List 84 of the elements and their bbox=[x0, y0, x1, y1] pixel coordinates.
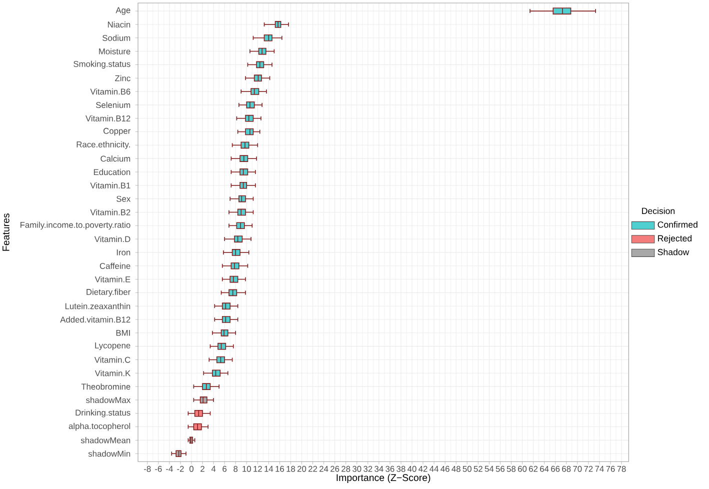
x-tick-label: 52 bbox=[474, 466, 482, 472]
x-tick-label: 50 bbox=[462, 466, 472, 472]
x-tick-label: 70 bbox=[573, 466, 582, 472]
y-tick-label: Zinc bbox=[115, 75, 130, 82]
y-tick-label: Age bbox=[116, 7, 130, 15]
y-tick-label: Caffeine bbox=[100, 262, 130, 270]
x-tick-label: 0 bbox=[189, 466, 194, 472]
y-tick-label: Copper bbox=[103, 128, 130, 136]
y-tick-label: Vitamin.B6 bbox=[90, 88, 130, 95]
x-tick-label: 62 bbox=[529, 466, 538, 472]
y-tick-label: Sodium bbox=[102, 34, 130, 42]
x-tick-label: 74 bbox=[595, 466, 604, 472]
y-tick-label: Smoking.status bbox=[74, 60, 130, 69]
y-tick-label: Vitamin.B12 bbox=[86, 115, 130, 122]
y-tick-label: Race.ethnicity. bbox=[76, 141, 130, 150]
x-tick-label: 78 bbox=[617, 466, 626, 472]
y-tick-label: Family.income.to.poverty.ratio bbox=[20, 222, 130, 230]
y-tick-label: Education bbox=[94, 169, 130, 176]
x-tick-label: 56 bbox=[496, 466, 505, 472]
x-tick-label: 24 bbox=[320, 466, 328, 472]
y-tick-label: Selenium bbox=[96, 102, 130, 108]
y-tick-label: Lutein.zeaxanthin bbox=[65, 303, 130, 310]
y-axis-title: Features bbox=[2, 214, 10, 251]
y-tick-label: shadowMax bbox=[86, 397, 131, 404]
y-tick-label: Vitamin.C bbox=[94, 356, 130, 363]
x-tick-label: 46 bbox=[440, 466, 450, 472]
y-tick-label: BMI bbox=[116, 330, 130, 336]
x-tick-label: -4 bbox=[166, 466, 173, 472]
x-tick-label: 16 bbox=[276, 466, 284, 472]
legend-label: Rejected bbox=[658, 235, 692, 244]
legend-label: Confirmed bbox=[658, 221, 698, 228]
y-tick-label: Theobromine bbox=[81, 384, 130, 390]
x-tick-label: 66 bbox=[551, 466, 560, 472]
x-tick-label: 54 bbox=[484, 466, 494, 472]
x-tick-label: 2 bbox=[200, 466, 204, 472]
x-tick-label: 12 bbox=[254, 466, 262, 472]
y-tick-label: Vitamin.K bbox=[94, 370, 131, 376]
x-tick-label: 20 bbox=[297, 466, 306, 472]
x-tick-label: 48 bbox=[452, 466, 460, 472]
x-tick-label: 58 bbox=[506, 466, 516, 472]
y-tick-label: Vitamin.E bbox=[94, 276, 130, 283]
x-tick-label: 10 bbox=[242, 466, 251, 472]
x-tick-label: 14 bbox=[264, 466, 274, 472]
x-tick-label: 6 bbox=[222, 466, 227, 472]
x-tick-label: 36 bbox=[386, 466, 394, 472]
x-tick-label: 42 bbox=[418, 466, 428, 472]
legend-title: Decision bbox=[642, 208, 675, 214]
y-tick-label: Drinking.status bbox=[76, 410, 130, 418]
x-tick-label: 44 bbox=[430, 466, 438, 472]
x-tick-label: 38 bbox=[396, 466, 406, 472]
y-tick-label: Sex bbox=[116, 196, 131, 202]
x-tick-label: 4 bbox=[211, 466, 216, 472]
y-tick-label: Calcium bbox=[100, 156, 130, 162]
x-tick-label: 76 bbox=[606, 466, 615, 472]
x-tick-label: -6 bbox=[155, 466, 162, 472]
y-tick-label: Iron bbox=[116, 250, 130, 256]
y-tick-label: Vitamin.B1 bbox=[90, 182, 130, 189]
y-tick-label: Moisture bbox=[99, 48, 130, 55]
x-tick-label: 30 bbox=[352, 466, 362, 472]
x-tick-label: -8 bbox=[144, 466, 151, 472]
x-tick-label: 72 bbox=[584, 466, 593, 472]
x-tick-label: 40 bbox=[408, 466, 416, 472]
x-tick-label: 68 bbox=[562, 466, 571, 472]
x-tick-label: 60 bbox=[518, 466, 527, 472]
y-tick-label: Niacin bbox=[108, 22, 130, 28]
y-tick-label: Vitamin.D bbox=[94, 236, 130, 242]
x-tick-label: -2 bbox=[177, 466, 184, 472]
y-tick-label: Vitamin.B2 bbox=[90, 209, 130, 216]
y-tick-label: shadowMin bbox=[88, 450, 130, 457]
y-tick-label: Lycopene bbox=[95, 342, 130, 350]
x-tick-label: 8 bbox=[234, 466, 238, 472]
x-tick-label: 18 bbox=[286, 466, 296, 472]
x-tick-label: 26 bbox=[330, 466, 340, 472]
x-tick-label: 64 bbox=[540, 466, 549, 472]
y-tick-label: shadowMean bbox=[80, 437, 130, 444]
y-tick-label: Dietary.fiber bbox=[86, 288, 130, 297]
x-tick-label: 34 bbox=[374, 466, 384, 472]
y-tick-label: alpha.tocopherol bbox=[68, 423, 130, 431]
x-tick-label: 28 bbox=[342, 466, 350, 472]
x-axis-title: Importance (Z−Score) bbox=[336, 474, 430, 484]
x-tick-label: 22 bbox=[308, 466, 318, 472]
x-tick-label: 32 bbox=[364, 466, 372, 472]
legend-label: Shadow bbox=[658, 248, 690, 256]
y-tick-label: Added.vitamin.B12 bbox=[60, 316, 130, 323]
